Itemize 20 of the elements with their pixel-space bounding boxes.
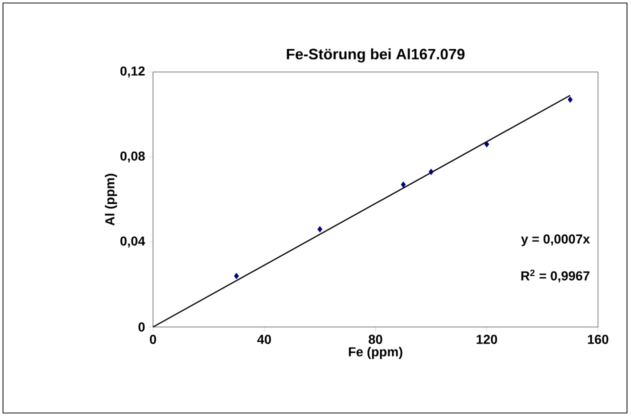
annotation: R$^{2}$ = 0,9967 xyxy=(521,270,590,282)
point xyxy=(484,141,490,148)
x-tick-label: 120 xyxy=(476,334,498,344)
y-tick-label: 0,04 xyxy=(120,236,146,248)
point xyxy=(317,226,322,232)
point xyxy=(568,96,573,103)
annotation: y = 0,0007x xyxy=(521,234,590,246)
x-tick-label: 40 xyxy=(257,334,271,344)
x-tick-label: 0 xyxy=(150,334,156,344)
point xyxy=(234,272,239,280)
point xyxy=(428,168,434,176)
x-tick-label: 160 xyxy=(588,334,608,344)
x-tick-label: 80 xyxy=(368,334,382,344)
point xyxy=(400,181,406,188)
x-axis-title: Fe (ppm) xyxy=(348,346,402,359)
y-axis-title: Al (ppm) xyxy=(104,174,118,226)
chart-title: Fe-Störung bei Al167.079 xyxy=(286,48,465,62)
y-tick-label: 0,08 xyxy=(120,151,145,163)
y-tick-label: 0 xyxy=(138,322,145,332)
y-tick-label: 0,12 xyxy=(120,66,145,78)
